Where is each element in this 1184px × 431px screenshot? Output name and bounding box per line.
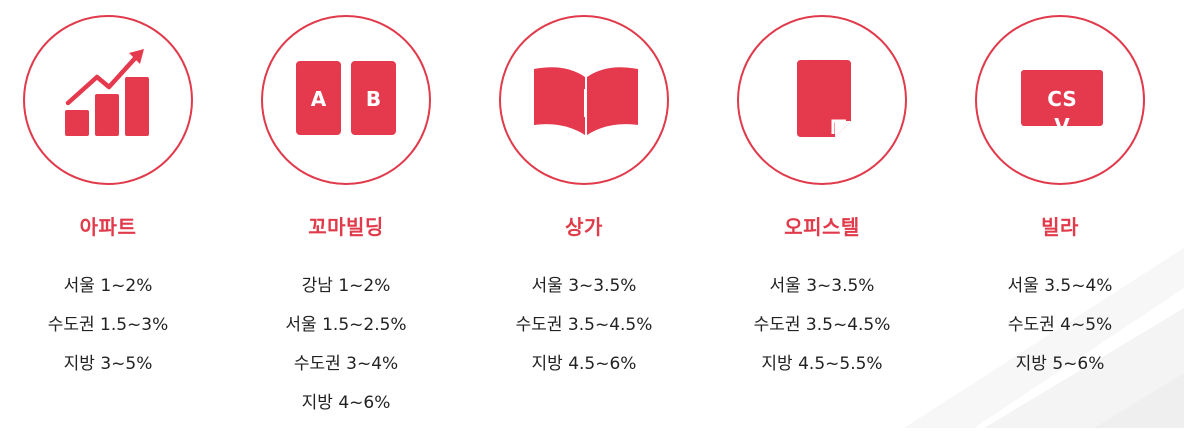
category-title: 상가 <box>565 215 603 239</box>
category-title: 빌라 <box>1041 215 1079 239</box>
category-card-officetel: 오피스텔 서울 3~3.5% 수도권 3.5~4.5% 지방 4.5~5.5% <box>714 0 934 428</box>
rate-line: 수도권 3~4% <box>293 354 399 374</box>
rate-line: 지방 4~6% <box>301 393 391 413</box>
category-card-retail: 상가 서울 3~3.5% 수도권 3.5~4.5% 지방 4.5~6% <box>476 0 696 428</box>
growth-chart-icon <box>65 49 149 136</box>
rate-list: 강남 1~2% 서울 1.5~2.5% 수도권 3~4% 지방 4~6% <box>238 275 454 431</box>
rate-line: 수도권 3.5~4.5% <box>753 315 891 335</box>
rate-line: 서울 1.5~2.5% <box>285 315 407 335</box>
csv-file-icon: CS V <box>1021 70 1103 138</box>
rate-line: 서울 3~3.5% <box>769 276 875 296</box>
open-book-icon <box>534 67 638 135</box>
ab-label-b: B <box>366 87 381 111</box>
csv-label-bottom: V <box>1054 114 1070 138</box>
category-icon-circle <box>737 15 907 185</box>
rate-line: 수도권 1.5~3% <box>47 315 169 335</box>
rate-list: 서울 1~2% 수도권 1.5~3% 지방 3~5% <box>0 275 216 392</box>
rate-line: 강남 1~2% <box>301 276 391 296</box>
rate-line: 지방 5~6% <box>1015 354 1105 374</box>
rate-list: 서울 3.5~4% 수도권 4~5% 지방 5~6% <box>952 275 1168 392</box>
rate-line: 서울 3.5~4% <box>1007 276 1113 296</box>
category-card-small-building: A B 꼬마빌딩 강남 1~2% 서울 1.5~2.5% 수도권 3~4% 지방… <box>238 0 458 428</box>
rate-line: 지방 3~5% <box>63 354 153 374</box>
category-icon-circle: A B <box>261 15 431 185</box>
csv-label-top: CS <box>1047 87 1076 111</box>
category-title: 오피스텔 <box>784 215 860 239</box>
rate-line: 지방 4.5~5.5% <box>761 354 883 374</box>
category-title: 꼬마빌딩 <box>308 215 384 239</box>
ab-label-a: A <box>311 87 327 111</box>
rate-line: 수도권 4~5% <box>1007 315 1113 335</box>
rate-line: 서울 3~3.5% <box>531 276 637 296</box>
rate-line: 서울 1~2% <box>63 276 153 296</box>
rate-line: 지방 4.5~6% <box>531 354 637 374</box>
category-icon-circle <box>23 15 193 185</box>
category-title: 아파트 <box>79 215 137 239</box>
rate-line: 수도권 3.5~4.5% <box>515 315 653 335</box>
rate-list: 서울 3~3.5% 수도권 3.5~4.5% 지방 4.5~6% <box>476 275 692 392</box>
document-icon <box>797 60 851 137</box>
category-card-apartment: 아파트 서울 1~2% 수도권 1.5~3% 지방 3~5% <box>0 0 220 428</box>
category-card-villa: CS V 빌라 서울 3.5~4% 수도권 4~5% 지방 5~6% <box>952 0 1172 428</box>
ab-blocks-icon: A B <box>296 61 396 135</box>
category-icon-circle: CS V <box>975 15 1145 185</box>
category-icon-circle <box>499 15 669 185</box>
rate-list: 서울 3~3.5% 수도권 3.5~4.5% 지방 4.5~5.5% <box>714 275 930 392</box>
